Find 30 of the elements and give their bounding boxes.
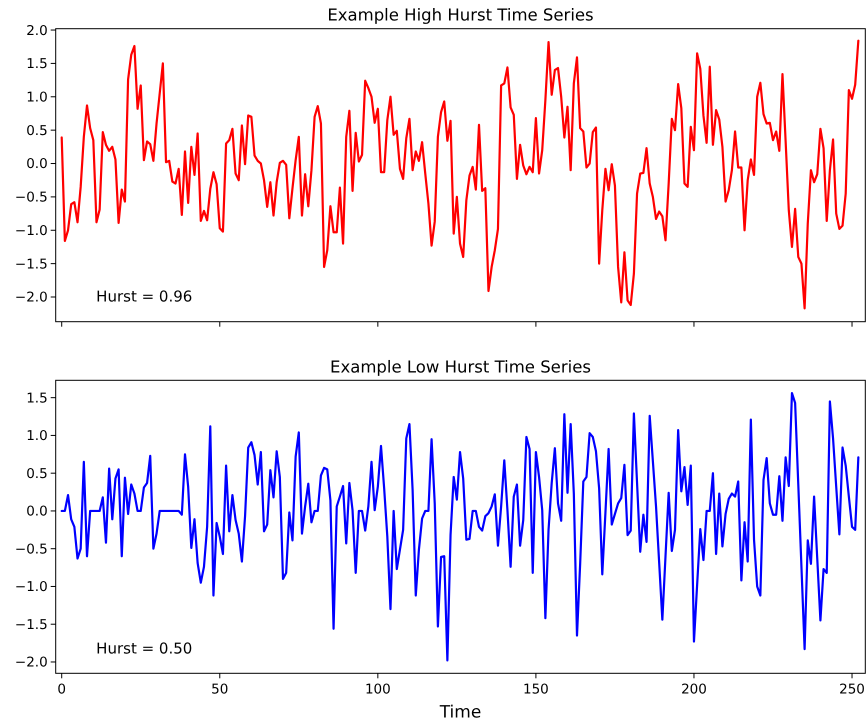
- y-tick-label: −0.5: [14, 190, 48, 206]
- y-tick-label: 0.0: [26, 504, 48, 520]
- x-axis-title: Time: [438, 702, 482, 721]
- chart-title: Example High Hurst Time Series: [327, 6, 594, 25]
- y-tick-label: 1.5: [26, 390, 48, 406]
- y-tick-label: −2.0: [14, 654, 48, 671]
- y-tick-label: 1.0: [26, 428, 48, 444]
- y-tick-label: 2.0: [26, 22, 48, 39]
- annotation: Hurst = 0.96: [96, 288, 192, 306]
- line-series: [60, 40, 860, 310]
- x-tick-label: 250: [839, 681, 865, 698]
- annotation: Hurst = 0.50: [96, 639, 192, 658]
- y-tick-label: −2.0: [14, 290, 48, 306]
- y-tick-label: 1.0: [26, 90, 48, 106]
- x-tick-label: 200: [681, 681, 707, 698]
- y-tick-label: 0.0: [26, 156, 48, 172]
- chart-title: Example Low Hurst Time Series: [330, 357, 591, 376]
- line-series: [60, 392, 860, 662]
- y-tick-label: 0.5: [26, 466, 48, 482]
- y-tick-label: 1.5: [26, 56, 48, 72]
- x-tick-label: 150: [523, 681, 549, 698]
- y-tick-label: −1.5: [14, 256, 48, 272]
- y-tick-label: −1.5: [14, 616, 48, 633]
- y-tick-label: −0.5: [14, 541, 48, 558]
- y-tick-label: 0.5: [26, 122, 48, 139]
- x-tick-label: 50: [211, 681, 228, 698]
- x-tick-label: 100: [364, 681, 391, 698]
- x-tick-label: 0: [57, 681, 66, 698]
- y-tick-label: −1.0: [14, 222, 48, 239]
- y-tick-label: −1.0: [14, 579, 48, 596]
